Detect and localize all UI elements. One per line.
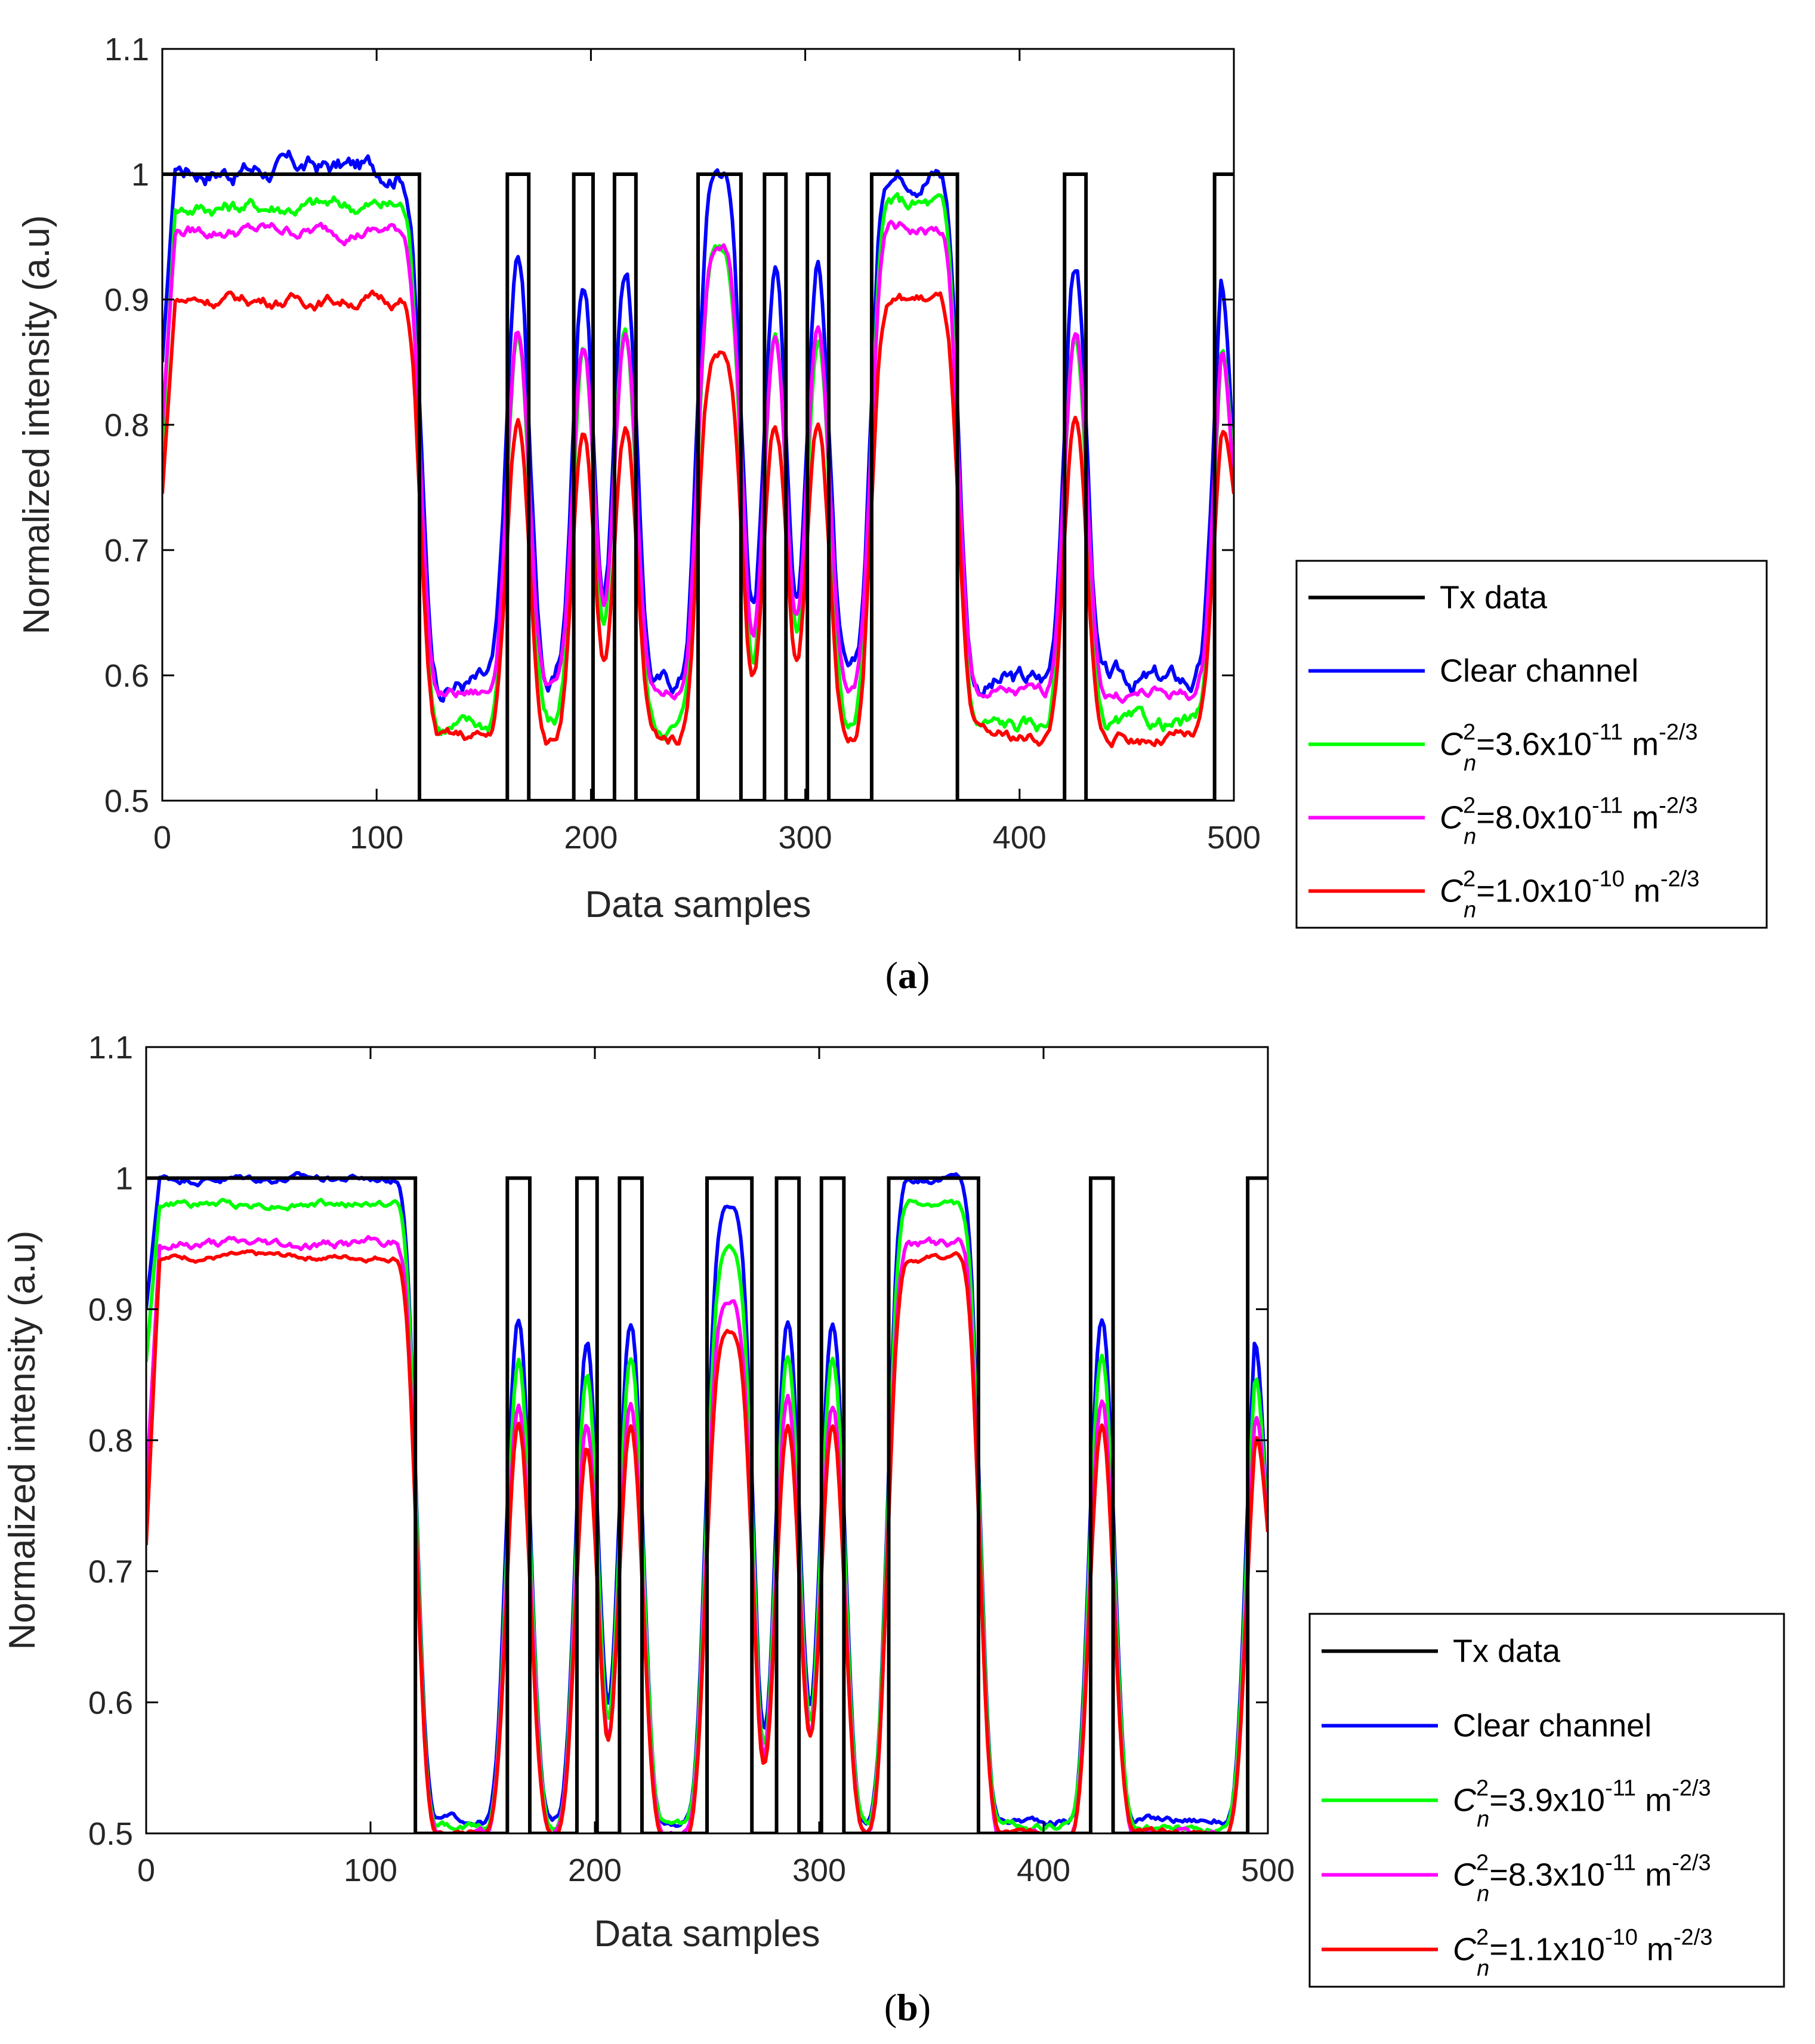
panel-a-xlabel: Data samples [585, 884, 811, 925]
panel-b-legend-label-series4: C2 n=8.3x10-11 m-2/3 [1453, 1851, 1711, 1907]
panel-b-xtick-label: 300 [792, 1852, 846, 1888]
panel-a-ytick-label: 0.5 [104, 783, 149, 819]
panel-b-ylabel: Normalized intensity (a.u) [2, 1231, 43, 1650]
panel-a-series-group [162, 149, 1234, 801]
panel-a-ytick-label: 1.1 [104, 32, 149, 67]
panel-a-ytick-label: 0.6 [104, 658, 149, 694]
panel-b-xtick-label: 400 [1017, 1852, 1070, 1888]
caption-b: (b) [884, 1986, 931, 2028]
panel-a-legend: Tx data Clear channel C2 n=3.6x10-11 m-2/3 C… [1295, 560, 1768, 929]
panel-b-xtick-label: 200 [568, 1852, 622, 1888]
panel-a-ytick-label: 0.8 [104, 407, 149, 443]
panel-b-legend-label-series3: C2 n=3.9x10-11 m-2/3 [1453, 1776, 1711, 1832]
panel-a-xtick-label: 400 [993, 820, 1047, 856]
panel-a-legend-label-series3: C2 n=3.6x10-11 m-2/3 [1440, 720, 1698, 776]
panel-b-legend-label-series5: C2 n=1.1x10-10 m-2/3 [1453, 1925, 1712, 1981]
panel-a-legend-label-clear: Clear channel [1440, 653, 1638, 689]
panel-b-legend-label-clear: Clear channel [1453, 1708, 1652, 1744]
panel-a-xtick-label: 100 [350, 820, 403, 856]
panel-a-xtick-label: 500 [1207, 820, 1261, 856]
panel-a: 0 100 200 300 400 500 0.5 0.6 0.7 0.8 0.9 1 1.1 Data … [16, 32, 1768, 929]
panel-b-legend-label-tx: Tx data [1453, 1634, 1561, 1669]
panel-b-series-tx-data [146, 1176, 1268, 1833]
panel-b-xtick-label: 100 [344, 1852, 397, 1888]
panel-a-legend-label-tx: Tx data [1440, 580, 1548, 616]
panel-b-ytick-label: 0.7 [88, 1554, 133, 1590]
panel-a-legend-label-series5: C2 n=1.0x10-10 m-2/3 [1440, 867, 1699, 923]
panel-a-series-tx-data [162, 172, 1234, 801]
panel-a-legend-label-series4: C2 n=8.0x10-11 m-2/3 [1440, 793, 1698, 850]
panel-a-xtick-label: 200 [564, 820, 618, 856]
panel-a-ytick-label: 1 [131, 157, 149, 193]
panel-b-xlabel: Data samples [594, 1913, 820, 1955]
panel-b: 0 100 200 300 400 500 0.5 0.6 0.7 0.8 0.9 1 1.1 Data … [2, 1030, 1785, 1988]
panel-a-ytick-label: 0.9 [104, 282, 149, 318]
panel-b-ytick-label: 0.6 [88, 1685, 133, 1721]
panel-a-ylabel: Normalized intensity (a.u) [16, 215, 57, 635]
panel-b-ytick-label: 0.5 [88, 1816, 133, 1852]
panel-b-series-group [146, 1171, 1268, 1833]
panel-b-ytick-label: 0.8 [88, 1423, 133, 1459]
panel-b-ytick-label: 1 [115, 1161, 133, 1197]
panel-b-xtick-label: 0 [137, 1852, 155, 1888]
panel-b-ytick-label: 1.1 [88, 1030, 133, 1066]
panel-a-xtick-label: 300 [779, 820, 832, 856]
panel-a-ytick-label: 0.7 [104, 533, 149, 569]
panel-b-xtick-label: 500 [1241, 1852, 1295, 1888]
caption-a: (a) [885, 954, 930, 996]
panel-a-xtick-label: 0 [153, 820, 171, 856]
panel-b-ytick-label: 0.9 [88, 1292, 133, 1327]
panel-b-legend: Tx data Clear channel C2 n=3.9x10-11 m-2/3 C… [1308, 1613, 1785, 1988]
